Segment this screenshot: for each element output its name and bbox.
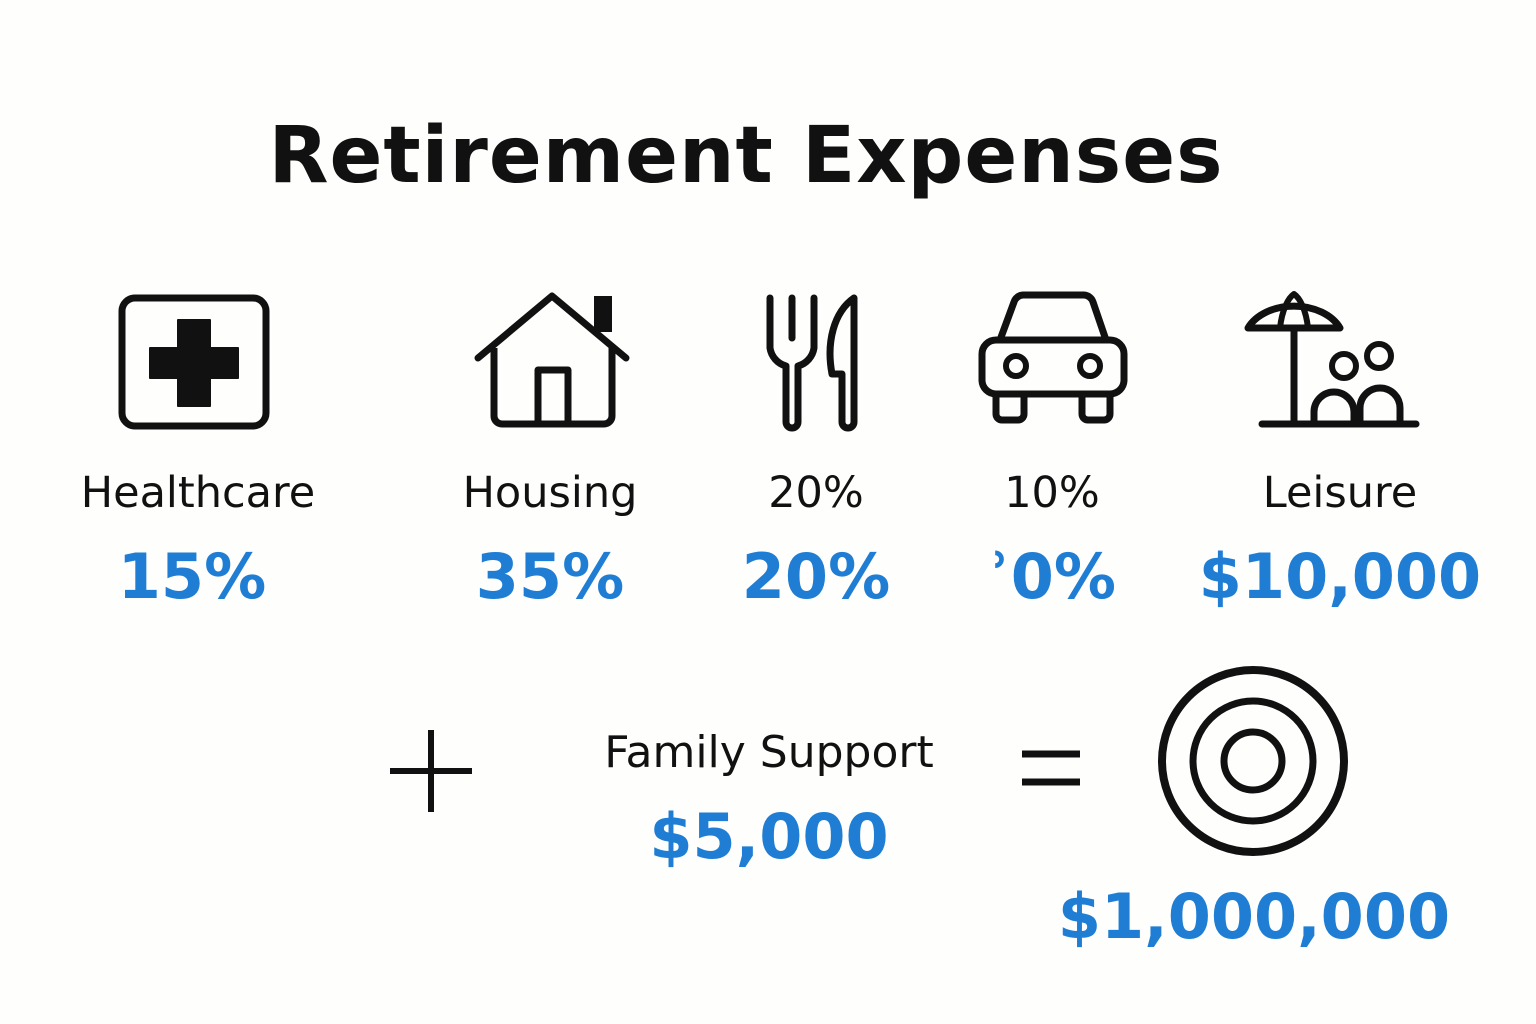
- page-title: Retirement Expenses: [268, 111, 1224, 201]
- family-support-value: $5,000: [649, 800, 889, 873]
- category-value-food: 20%: [741, 540, 891, 613]
- category-label-healthcare: Healthcare: [80, 468, 316, 518]
- medical-cross-icon: [118, 294, 270, 430]
- plus-icon: [386, 726, 476, 820]
- car-icon: [978, 288, 1128, 428]
- category-label-food: 20%: [768, 468, 864, 518]
- category-label-transportation: 10%: [1004, 468, 1100, 518]
- house-icon: [472, 290, 634, 432]
- category-value-leisure: $10,000: [1198, 540, 1482, 613]
- category-value-housing: 35%: [475, 540, 625, 613]
- beach-umbrella-family-icon: [1242, 290, 1422, 432]
- total-value: $1,000,000: [1057, 880, 1451, 953]
- category-label-housing: Housing: [462, 468, 638, 518]
- fork-knife-icon: [764, 292, 864, 434]
- category-value-healthcare: 15%: [117, 540, 267, 613]
- category-value-transportation: ʾ0%: [988, 540, 1116, 613]
- equals-icon: [1020, 748, 1082, 792]
- family-support-label: Family Support: [604, 727, 934, 778]
- target-icon: [1156, 664, 1350, 858]
- category-label-leisure: Leisure: [1262, 468, 1418, 518]
